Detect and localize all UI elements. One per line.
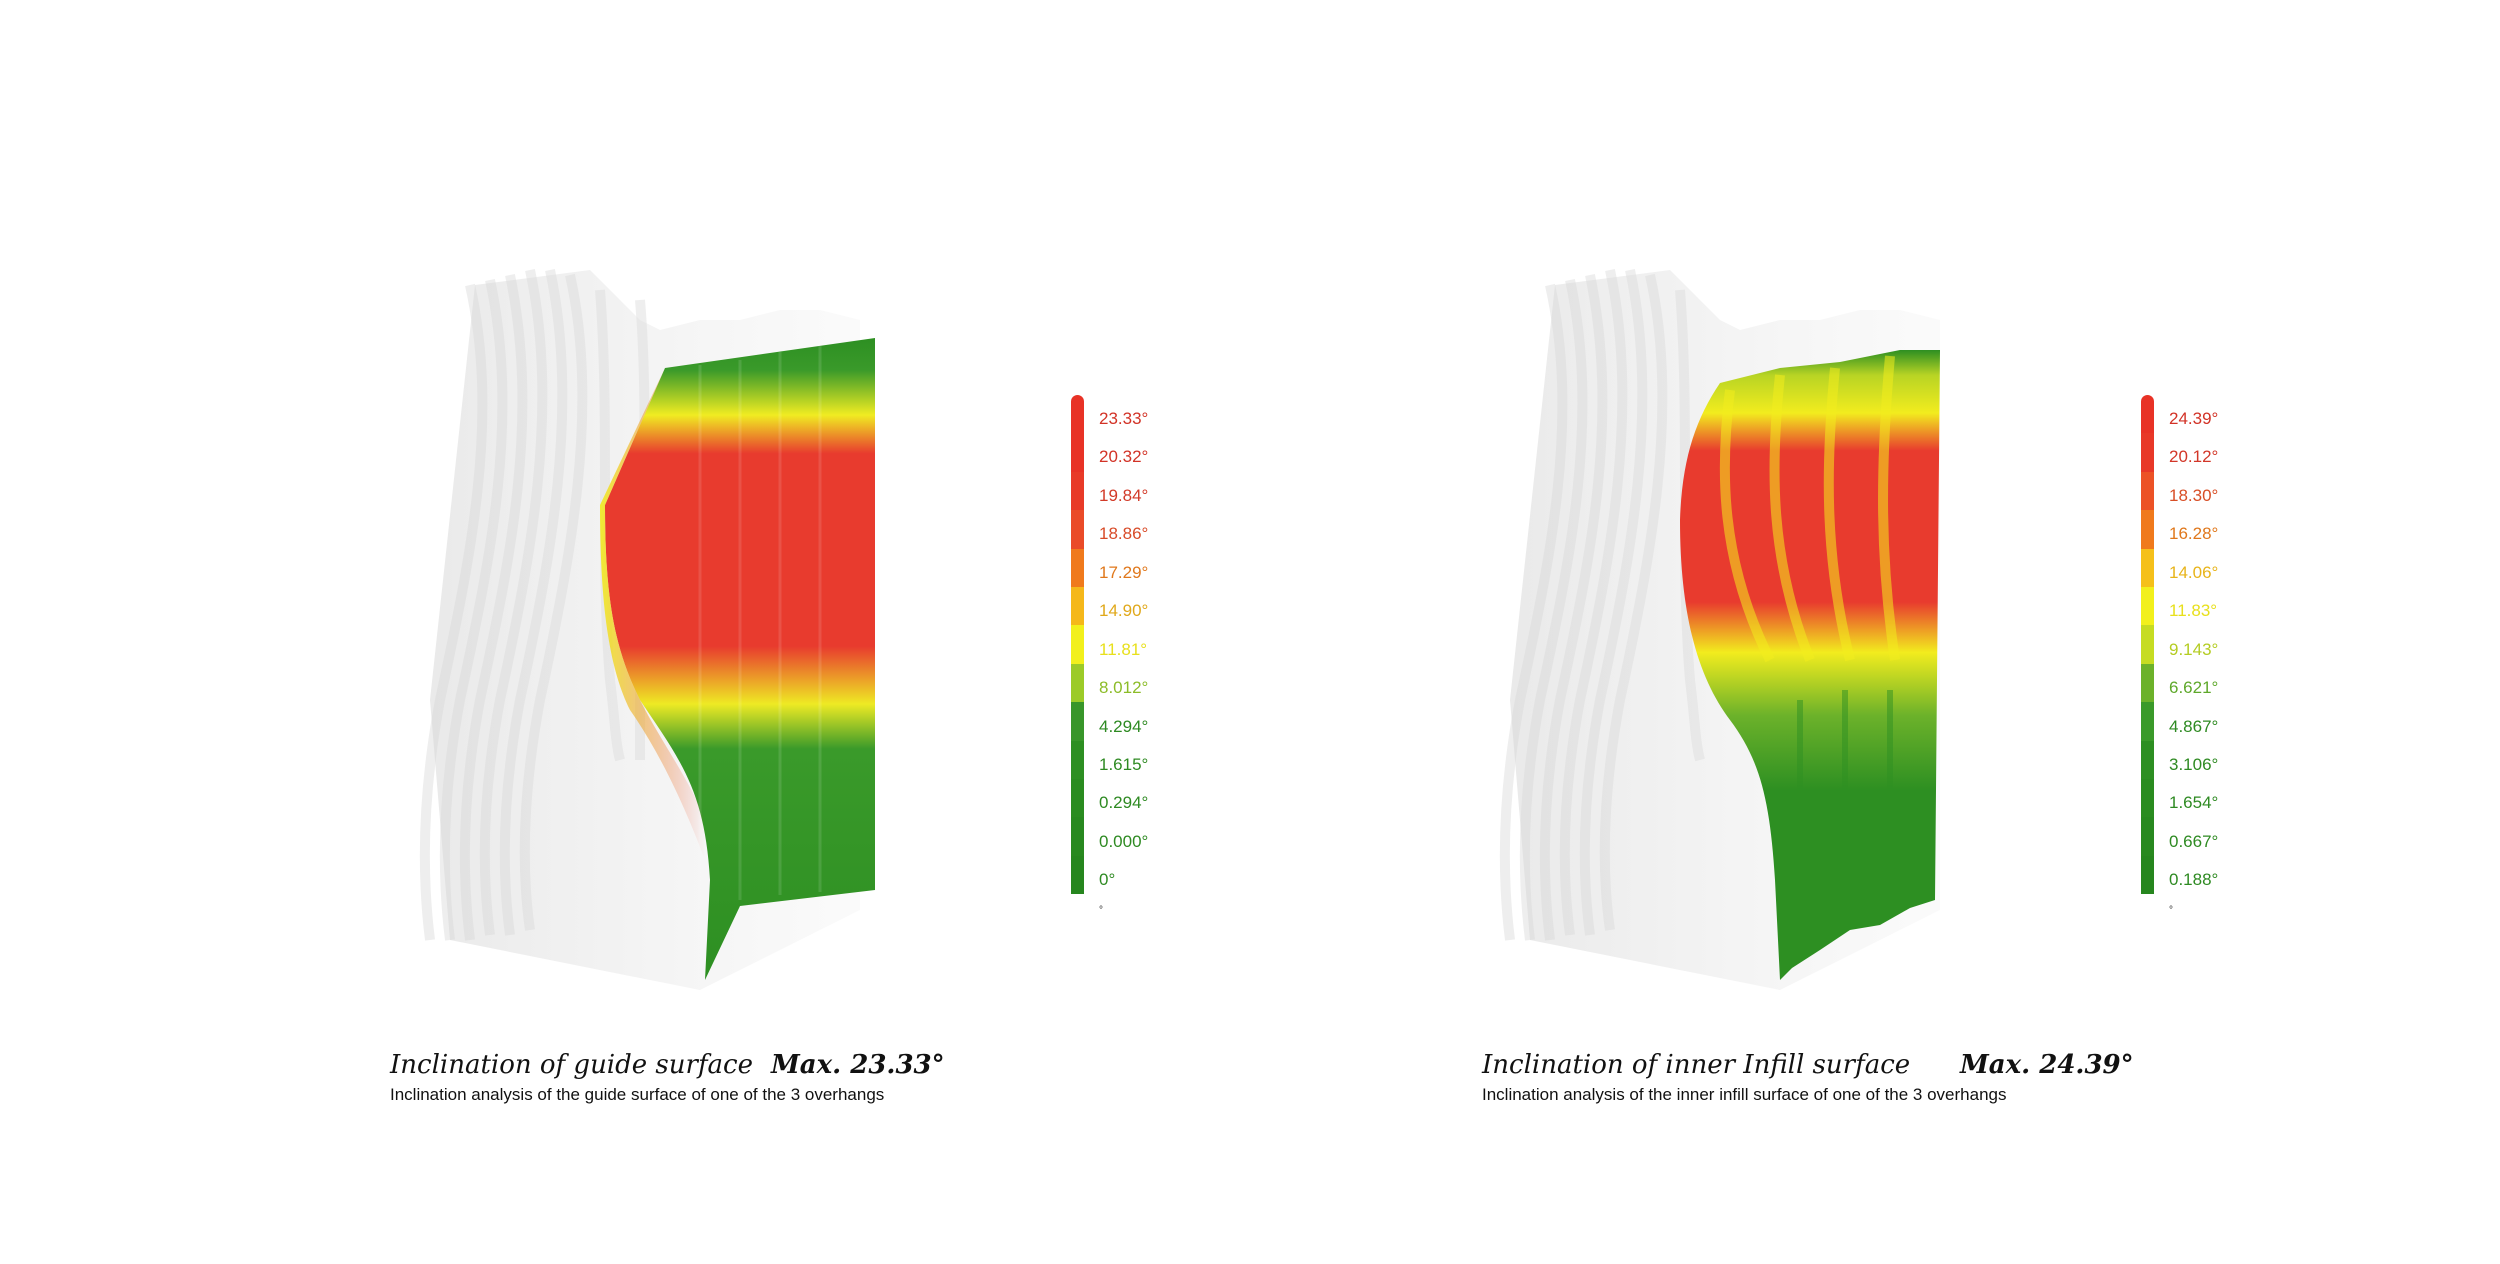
legend-label: 0.294° bbox=[1099, 793, 1149, 812]
legend-swatch bbox=[1071, 817, 1084, 856]
legend-swatch bbox=[1071, 778, 1084, 818]
legend-swatch bbox=[1071, 395, 1084, 434]
legend-swatch bbox=[1071, 625, 1084, 664]
guide-surface-panel: 23.33° 20.32° 19.84° 18.86° 17.29° 14.90… bbox=[390, 268, 1211, 1104]
legend-swatch bbox=[2141, 817, 2154, 856]
legend-label: 11.83° bbox=[2169, 601, 2218, 620]
legend-label: 1.654° bbox=[2169, 793, 2219, 812]
legend-swatch bbox=[1071, 510, 1084, 549]
legend-label: 16.28° bbox=[2169, 524, 2219, 543]
legend-label: 14.90° bbox=[1099, 601, 1149, 620]
infill-caption-title: Inclination of inner Infill surface bbox=[1482, 1050, 1911, 1080]
legend-swatch bbox=[2141, 471, 2154, 511]
guide-caption-title: Inclination of guide surface bbox=[390, 1050, 754, 1080]
legend-swatch bbox=[2141, 395, 2154, 434]
legend-unit: ° bbox=[2169, 905, 2173, 916]
legend-label: 8.012° bbox=[1099, 678, 1149, 697]
guide-surface-heatmap bbox=[600, 338, 875, 980]
legend-swatch bbox=[1071, 740, 1084, 779]
legend-swatch bbox=[1071, 586, 1084, 626]
legend-swatch bbox=[2141, 625, 2154, 664]
legend-label: 14.06° bbox=[2169, 563, 2219, 582]
infill-caption-max: Max. 24.39° bbox=[1960, 1050, 2134, 1080]
legend-swatch bbox=[1071, 433, 1084, 472]
legend-swatch bbox=[1071, 548, 1084, 587]
guide-legend-colorbar bbox=[1071, 395, 1084, 907]
legend-swatch bbox=[2141, 548, 2154, 587]
legend-label: 3.106° bbox=[2169, 755, 2219, 774]
legend-swatch bbox=[2141, 855, 2154, 895]
legend-swatch bbox=[2141, 663, 2154, 703]
infill-surface-model bbox=[1499, 268, 1940, 990]
infill-caption-subtitle: Inclination analysis of the inner infill… bbox=[1482, 1085, 2007, 1104]
legend-swatch bbox=[2141, 740, 2154, 779]
legend-label: 20.12° bbox=[2169, 447, 2219, 466]
legend-swatch bbox=[1071, 471, 1084, 511]
legend-label: 4.294° bbox=[1099, 717, 1149, 736]
legend-label: 0.000° bbox=[1099, 832, 1149, 851]
legend-swatch bbox=[2141, 778, 2154, 818]
legend-label: 0.667° bbox=[2169, 832, 2219, 851]
legend-label: 9.143° bbox=[2169, 640, 2219, 659]
legend-swatch bbox=[2141, 433, 2154, 472]
infill-surface-panel: 24.39° 20.12° 18.30° 16.28° 14.06° 11.83… bbox=[1080, 0, 2330, 1264]
legend-unit: ° bbox=[1099, 905, 1103, 916]
infill-legend: 24.39° 20.12° 18.30° 16.28° 14.06° 11.83… bbox=[2141, 395, 2281, 935]
legend-label: 1.615° bbox=[1099, 755, 1149, 774]
legend-label: 20.32° bbox=[1099, 447, 1149, 466]
legend-label: 17.29° bbox=[1099, 563, 1149, 582]
infill-surface-heatmap bbox=[1680, 350, 1940, 980]
legend-label: 6.621° bbox=[2169, 678, 2219, 697]
legend-label: 11.81° bbox=[1099, 640, 1148, 659]
guide-legend: 23.33° 20.32° 19.84° 18.86° 17.29° 14.90… bbox=[1071, 395, 1211, 935]
legend-swatch bbox=[2141, 586, 2154, 626]
legend-swatch bbox=[2141, 702, 2154, 741]
infill-legend-colorbar bbox=[2141, 395, 2154, 907]
legend-label: 0° bbox=[1099, 870, 1116, 889]
guide-caption-max: Max. 23.33° bbox=[771, 1050, 945, 1080]
legend-swatch bbox=[2141, 510, 2154, 549]
guide-caption-subtitle: Inclination analysis of the guide surfac… bbox=[390, 1085, 885, 1104]
legend-swatch bbox=[1071, 855, 1084, 895]
legend-swatch bbox=[1071, 663, 1084, 703]
legend-label: 24.39° bbox=[2169, 409, 2219, 428]
legend-label: 0.188° bbox=[2169, 870, 2219, 889]
guide-surface-model bbox=[419, 268, 875, 990]
legend-label: 4.867° bbox=[2169, 717, 2219, 736]
legend-label: 23.33° bbox=[1099, 409, 1149, 428]
legend-label: 18.86° bbox=[1099, 524, 1149, 543]
legend-swatch bbox=[1071, 702, 1084, 741]
legend-label: 19.84° bbox=[1099, 486, 1149, 505]
legend-label: 18.30° bbox=[2169, 486, 2219, 505]
